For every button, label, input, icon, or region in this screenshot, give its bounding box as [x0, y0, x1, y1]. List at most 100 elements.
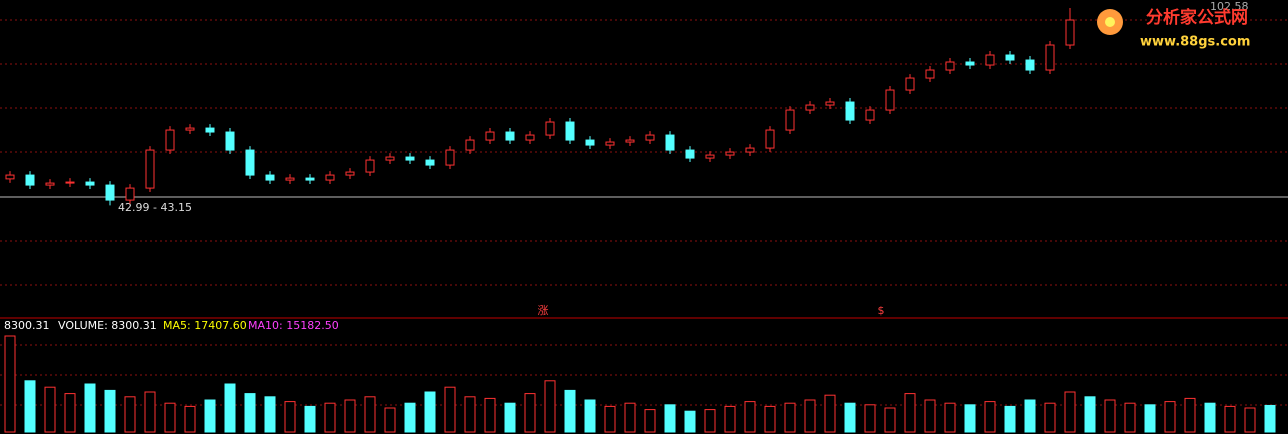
volume-bar [824, 394, 836, 433]
candle-body [625, 139, 635, 143]
marker: 涨 [538, 304, 549, 317]
volume-bar [624, 402, 636, 433]
volume-bar [1264, 404, 1276, 433]
volume-bar [1224, 405, 1236, 433]
volume-bar [784, 402, 796, 433]
candle-body [565, 121, 575, 141]
volume-bar [104, 389, 116, 433]
volume-bar [304, 405, 316, 433]
candle-body [945, 61, 955, 71]
candle-body [45, 182, 55, 186]
volume-bar [1104, 399, 1116, 433]
volume-bar [924, 399, 936, 433]
candle-body [905, 77, 915, 91]
candle-body [245, 149, 255, 176]
candle-body [545, 121, 555, 136]
candle-body [685, 149, 695, 159]
volume-bar [764, 405, 776, 433]
volume-bar [744, 401, 756, 433]
candle-body [165, 129, 175, 151]
candle-body [85, 181, 95, 186]
candle-body [1065, 19, 1075, 46]
candle-body [385, 156, 395, 161]
volume-bar [264, 396, 276, 433]
volume-bar [164, 402, 176, 433]
logo-url: www.88gs.com [1140, 35, 1250, 50]
candle-body [885, 89, 895, 111]
volume-bar [604, 405, 616, 433]
candle-body [405, 156, 415, 161]
volume-bar [964, 404, 976, 433]
candle-body [745, 147, 755, 153]
volume-bar [364, 396, 376, 433]
volume-bar [184, 405, 196, 433]
candle-body [585, 139, 595, 146]
volume-bar [44, 386, 56, 433]
low-label: 42.99 - 43.15 [118, 201, 192, 214]
volume-bar [1044, 402, 1056, 433]
candle-body [125, 187, 135, 201]
candle-body [705, 154, 715, 159]
candle-body [285, 177, 295, 181]
candle-body [725, 151, 735, 156]
volume-bar [1004, 405, 1016, 433]
price-grid [0, 19, 1288, 406]
volume-bar [1184, 397, 1196, 433]
volume-bar [124, 396, 136, 433]
volume-bar [1124, 402, 1136, 433]
candle-body [645, 134, 655, 141]
volume-bar [524, 393, 536, 433]
volume-bar [144, 391, 156, 433]
candle-body [345, 171, 355, 176]
volume-bar [1144, 404, 1156, 433]
volume-bar [544, 380, 556, 433]
candle-body [925, 69, 935, 79]
volume-bar [704, 409, 716, 433]
volume-bar [644, 409, 656, 433]
volume-bar [1244, 407, 1256, 433]
candle-body [825, 101, 835, 106]
volume-bar [224, 383, 236, 433]
high-label: 102.58 [1210, 0, 1249, 13]
volume-bar [84, 383, 96, 433]
candle-body [485, 131, 495, 141]
volume-current: 8300.31 [4, 319, 50, 332]
volume-bar [1204, 402, 1216, 433]
volume-bar [324, 402, 336, 433]
volume-bar [904, 393, 916, 433]
candle-body [605, 141, 615, 146]
candle-body [65, 181, 75, 184]
candle-body [1025, 59, 1035, 71]
volume-bar [1164, 401, 1176, 433]
volume-bar [684, 410, 696, 433]
volume-title: VOLUME: 8300.31 [58, 319, 157, 332]
volume-bar [404, 402, 416, 433]
logo-icon [1105, 17, 1115, 27]
volume-bar [944, 402, 956, 433]
volume-bar [1024, 399, 1036, 433]
candle-body [465, 139, 475, 151]
candle-body [365, 159, 375, 173]
logo-title: 分析家公式网 [1146, 7, 1248, 28]
volume-bar [1084, 396, 1096, 433]
candle-body [185, 127, 195, 131]
volume-bar [884, 407, 896, 433]
volume-bar [344, 399, 356, 433]
volume-bar [664, 404, 676, 433]
volume-bar [204, 399, 216, 433]
candle-body [25, 174, 35, 186]
candle-body [865, 109, 875, 121]
volume-bar [804, 399, 816, 433]
candle-body [965, 61, 975, 66]
candle-body [785, 109, 795, 131]
volume-bar [444, 386, 456, 433]
volume-bar [844, 402, 856, 433]
candle-body [305, 177, 315, 181]
volume-bar [564, 389, 576, 433]
candle-body [665, 134, 675, 151]
volume-bar [384, 407, 396, 433]
candle-body [225, 131, 235, 151]
candle-body [205, 127, 215, 133]
candle-body [325, 174, 335, 181]
